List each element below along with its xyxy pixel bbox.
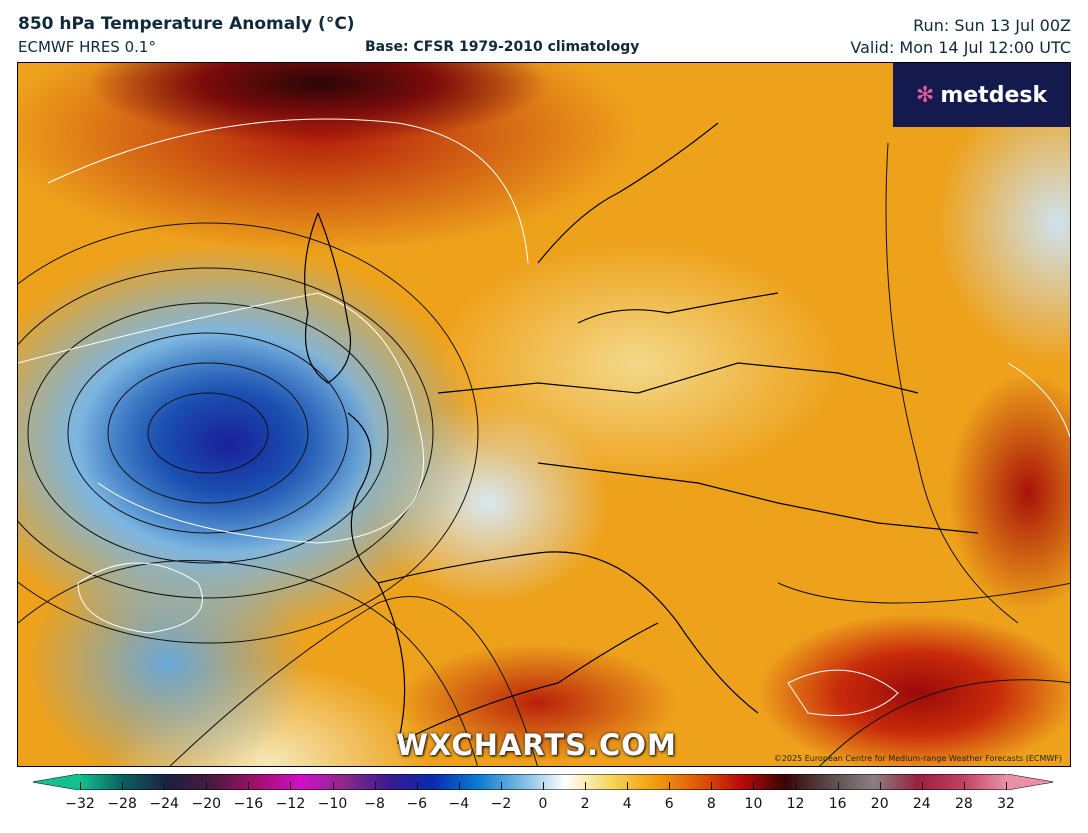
colorbar-tick-label: 2	[580, 796, 590, 812]
colorbar-tick-mark	[921, 782, 923, 790]
colorbar-min-extend	[33, 774, 80, 790]
map-overlay	[18, 118, 1070, 766]
valid-time: Valid: Mon 14 Jul 12:00 UTC	[850, 38, 1071, 57]
colorbar-tick-mark	[879, 782, 881, 790]
logo-flower-icon: ✻	[915, 82, 935, 108]
colorbar-tick-label: −32	[65, 796, 95, 812]
colorbar-tick-label: 16	[828, 796, 847, 812]
colorbar-tick-mark	[332, 782, 334, 790]
colorbar-tick-mark	[543, 782, 544, 790]
copyright: ©2025 European Centre for Medium-range W…	[773, 754, 1062, 763]
colorbar-tick-label: −4	[448, 796, 470, 812]
colorbar-tick-mark	[795, 782, 797, 790]
anomaly-contours	[18, 118, 1070, 716]
colorbar-tick-label: 32	[997, 796, 1015, 812]
colorbar-tick-mark	[500, 782, 502, 790]
colorbar-tick-label: −10	[317, 796, 348, 812]
colorbar-tick-mark	[80, 782, 81, 790]
colorbar-tick-mark	[164, 782, 166, 790]
colorbar-tick-label: 24	[912, 796, 931, 812]
colorbar-tick-mark	[416, 782, 418, 790]
colorbar-tick-label: 10	[744, 796, 763, 812]
colorbar-tick-mark	[248, 782, 250, 790]
colorbar-tick-mark	[753, 782, 755, 790]
coastlines	[304, 122, 979, 745]
model-name: ECMWF HRES 0.1°	[18, 38, 156, 56]
isobars	[18, 142, 1070, 766]
colorbar-max-extend	[1006, 774, 1053, 790]
colorbar-tick-label: −8	[364, 796, 385, 812]
colorbar-tick-mark	[585, 782, 587, 790]
colorbar-tick-label: 8	[706, 796, 716, 812]
colorbar-tick-label: −20	[191, 796, 222, 812]
colorbar-tick-mark	[290, 782, 292, 790]
colorbar-tick-label: 0	[538, 796, 548, 812]
watermark: WXCHARTS.COM	[396, 728, 677, 762]
colorbar-tick-mark	[1006, 782, 1007, 790]
colorbar-tick-mark	[627, 782, 629, 790]
colorbar-tick-label: −16	[233, 796, 264, 812]
colorbar-tick-label: 4	[622, 796, 632, 812]
colorbar-tick-mark	[711, 782, 713, 790]
colorbar-tick-mark	[458, 782, 460, 790]
colorbar-tick-mark	[206, 782, 208, 790]
chart-title: 850 hPa Temperature Anomaly (°C)	[18, 14, 355, 34]
colorbar-tick-label: 20	[870, 796, 889, 812]
metdesk-logo: ✻ metdesk	[893, 63, 1070, 127]
colorbar-tick-label: 28	[954, 796, 973, 812]
colorbar-tick-mark	[837, 782, 839, 790]
colorbar-tick-label: −28	[107, 796, 137, 812]
colorbar-tick-mark	[963, 782, 965, 790]
colorbar-tick-label: 12	[786, 796, 805, 812]
colorbar-tick-mark	[374, 782, 376, 790]
climatology-base: Base: CFSR 1979-2010 climatology	[365, 39, 640, 55]
colorbar-tick-mark	[669, 782, 671, 790]
colorbar-tick-mark	[122, 782, 124, 790]
run-time: Run: Sun 13 Jul 00Z	[913, 16, 1071, 35]
colorbar-tick-label: −6	[406, 796, 428, 812]
colorbar-tick-label: −24	[149, 796, 179, 812]
colorbar-tick-label: −2	[490, 796, 512, 812]
anomaly-map[interactable]: ✻ metdesk WXCHARTS.COM ©2025 European Cen…	[17, 62, 1071, 767]
colorbar-tick-label: 6	[664, 796, 674, 812]
colorbar-tick-label: −12	[275, 796, 306, 812]
